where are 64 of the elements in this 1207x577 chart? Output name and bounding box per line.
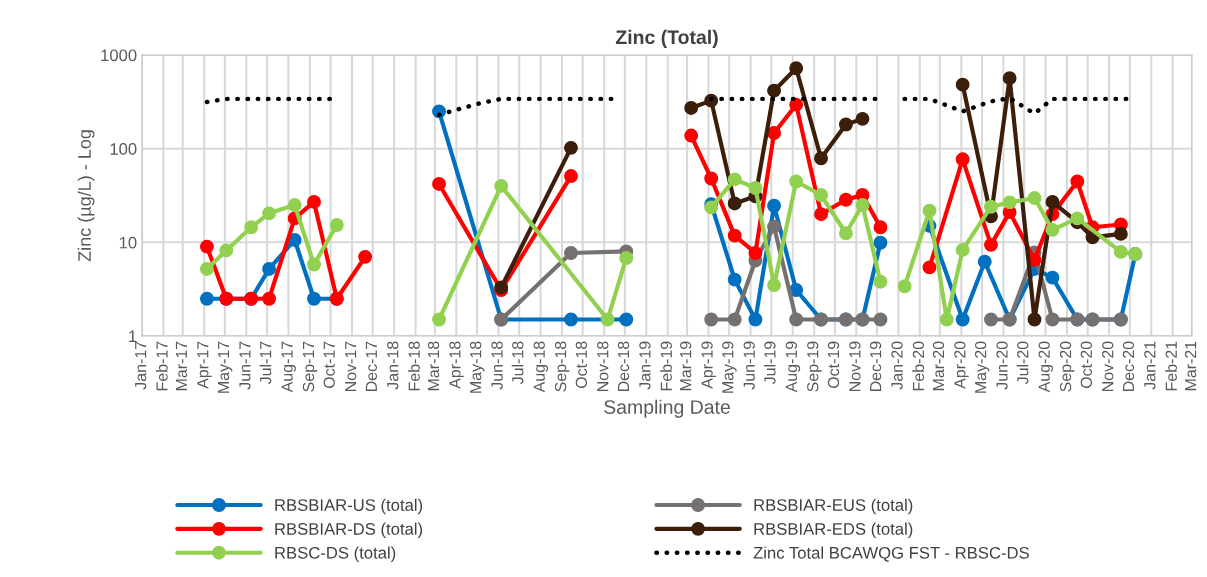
chart-title: Zinc (Total) — [615, 29, 718, 48]
x-tick-label: Mar-18 — [427, 341, 440, 391]
x-tick-label: Feb-20 — [912, 341, 925, 391]
x-tick-label: Mar-21 — [1184, 341, 1197, 391]
y-tick-label: 100 — [110, 143, 137, 155]
x-tick-label: Nov-19 — [849, 341, 861, 392]
legend-label: Zinc Total BCAWQG FST - RBSC-DS — [753, 546, 1029, 562]
x-tick-label: Feb-19 — [660, 341, 672, 391]
x-tick-label: Aug-18 — [533, 341, 549, 393]
x-tick-label: Sep-18 — [554, 341, 570, 392]
x-tick-label: Jul-19 — [763, 341, 776, 385]
x-tick-label: Feb-18 — [408, 341, 420, 391]
x-tick-label: Jul-18 — [511, 341, 524, 385]
x-tick-label: Apr-18 — [449, 341, 464, 389]
x-tick-label: Jan-17 — [135, 341, 147, 390]
x-tick-label: Nov-18 — [597, 341, 609, 392]
x-axis-title: Sampling Date — [604, 399, 730, 418]
x-tick-label: Sep-19 — [807, 341, 822, 392]
legend-label: RBSBIAR-EUS (total) — [754, 498, 913, 515]
x-tick-label: Apr-19 — [701, 341, 716, 389]
x-tick-label: Jul-17 — [259, 341, 272, 385]
x-tick-label: Jul-20 — [1016, 341, 1029, 385]
x-tick-label: May-19 — [722, 341, 737, 393]
x-tick-label: May-17 — [218, 341, 233, 393]
legend-label: RBSBIAR-DS (total) — [275, 522, 423, 539]
legend-label: RBSBIAR-US (total) — [275, 498, 423, 515]
x-tick-label: Feb-21 — [1165, 341, 1177, 391]
x-tick-label: Aug-20 — [1038, 341, 1053, 393]
x-tick-label: Apr-17 — [197, 341, 212, 389]
x-tick-label: Dec-17 — [365, 341, 378, 392]
x-tick-label: Jun-19 — [743, 341, 755, 390]
y-axis-title: Zinc (µg/L) - Log — [77, 130, 95, 262]
x-tick-label: Sep-17 — [302, 341, 318, 392]
x-tick-label: Oct-18 — [575, 341, 588, 389]
y-tick-label: 1000 — [101, 49, 137, 62]
x-tick-label: Mar-17 — [175, 341, 188, 391]
x-tick-label: Oct-19 — [827, 341, 840, 389]
x-tick-label: Jun-20 — [996, 341, 1008, 390]
y-tick-label: 1 — [129, 330, 137, 343]
x-tick-label: Jan-19 — [639, 341, 651, 390]
x-tick-label: Jan-18 — [387, 341, 399, 390]
x-tick-label: Jan-21 — [1144, 341, 1156, 390]
x-tick-label: Nov-17 — [345, 341, 357, 392]
x-tick-label: Oct-17 — [323, 341, 335, 389]
x-tick-label: Oct-20 — [1080, 341, 1092, 389]
x-tick-label: Dec-20 — [1122, 341, 1135, 392]
x-tick-label: Jun-18 — [491, 341, 503, 390]
x-tick-label: Aug-19 — [785, 341, 801, 393]
x-tick-label: Sep-20 — [1059, 341, 1075, 392]
x-tick-label: Aug-17 — [281, 341, 296, 393]
x-tick-label: Apr-20 — [954, 341, 969, 389]
x-tick-label: Feb-17 — [155, 341, 168, 391]
y-tick-label: 10 — [119, 236, 137, 249]
x-tick-label: Mar-19 — [680, 341, 692, 391]
x-tick-label: Dec-19 — [869, 341, 882, 392]
x-tick-label: Dec-18 — [617, 341, 630, 392]
x-tick-label: May-20 — [974, 341, 990, 393]
legend-label: RBSBIAR-EDS (total) — [754, 522, 913, 539]
x-tick-label: Jan-20 — [891, 341, 903, 390]
legend-label: RBSC-DS (total) — [275, 546, 396, 562]
x-tick-label: Nov-20 — [1102, 341, 1114, 392]
x-tick-label: May-18 — [470, 341, 485, 393]
x-tick-label: Jun-17 — [239, 341, 251, 390]
x-tick-label: Mar-20 — [932, 341, 945, 391]
